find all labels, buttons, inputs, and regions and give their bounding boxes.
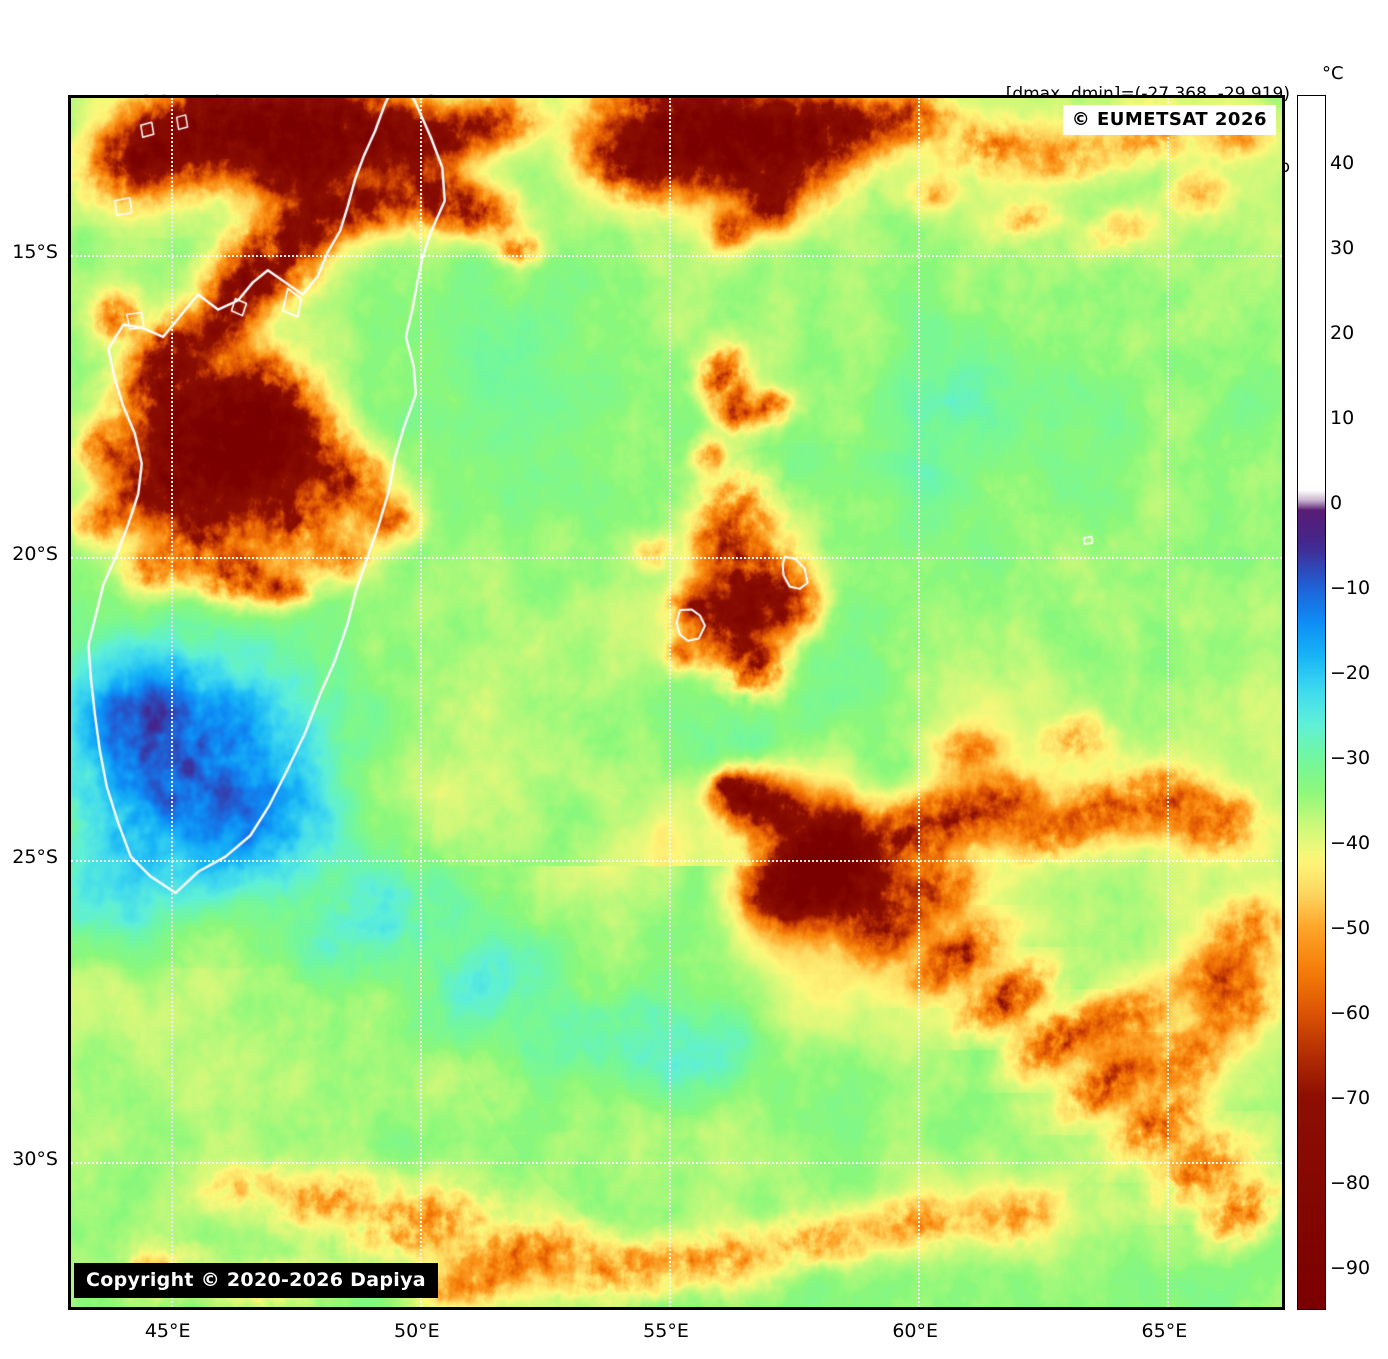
colorbar-tick--90: −90	[1330, 1256, 1371, 1279]
colorbar-tick--20: −20	[1330, 661, 1371, 684]
ytick-label: 15°S	[12, 241, 58, 264]
colorbar-tick--30: −30	[1330, 746, 1371, 769]
colorbar-tick--80: −80	[1330, 1171, 1371, 1194]
colorbar[interactable]	[1297, 95, 1326, 1310]
colorbar-tick--40: −40	[1330, 831, 1371, 854]
xtick-label: 60°E	[892, 1320, 939, 1342]
xtick-label: 65°E	[1141, 1320, 1188, 1342]
colorbar-tick--10: −10	[1330, 576, 1371, 599]
colorbar-tick-10: 10	[1330, 406, 1355, 429]
colorbar-tick-20: 20	[1330, 321, 1355, 344]
colorbar-tick-30: 30	[1330, 236, 1355, 259]
colorbar-unit-label: °C	[1322, 63, 1344, 84]
ytick-label: 30°S	[12, 1147, 58, 1170]
longitude-axis: 45°E 50°E 55°E 60°E 65°E	[68, 1320, 1285, 1350]
xtick-label: 50°E	[394, 1320, 440, 1342]
latitude-axis: 15°S 20°S 25°S 30°S	[0, 95, 58, 1310]
ytick-label: 25°S	[12, 845, 58, 868]
colorbar-tick--60: −60	[1330, 1001, 1371, 1024]
water-vapor-imagery-canvas	[71, 98, 1282, 1307]
colorbar-tick-labels: 40 30 20 10 0 −10 −20 −30 −40 −50 −60 −70 −80 −90	[1330, 95, 1388, 1310]
ytick-label: 20°S	[12, 543, 58, 566]
satellite-image-plot[interactable]: © EUMETSAT 2026 Copyright © 2020-2026 Da…	[68, 95, 1285, 1310]
xtick-label: 55°E	[643, 1320, 689, 1342]
eumetsat-credit-badge: © EUMETSAT 2026	[1062, 105, 1276, 135]
colorbar-tick--50: −50	[1330, 916, 1371, 939]
colorbar-tick-0: 0	[1330, 491, 1343, 514]
copyright-badge: Copyright © 2020-2026 Dapiya	[74, 1263, 438, 1298]
colorbar-tick--70: −70	[1330, 1086, 1371, 1109]
colorbar-tick-40: 40	[1330, 151, 1355, 174]
xtick-label: 45°E	[144, 1320, 191, 1342]
colorbar-gradient	[1298, 96, 1325, 1309]
